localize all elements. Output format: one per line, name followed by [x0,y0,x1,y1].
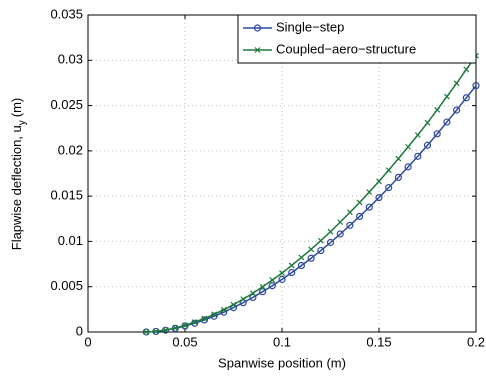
marker [336,230,344,238]
marker [317,237,324,244]
marker [220,306,227,313]
marker [288,262,295,269]
marker [326,238,335,247]
marker [308,246,315,253]
marker [405,143,412,150]
marker [259,283,266,290]
y-tick-label: 0.02 [58,142,83,157]
y-tick-label: 0.015 [50,188,83,203]
marker [346,221,354,229]
marker [385,167,392,174]
x-tick-label: 0 [84,334,91,349]
marker [298,254,305,261]
marker [414,132,421,138]
marker [365,203,373,211]
marker [414,152,422,160]
marker [433,130,441,138]
marker [375,193,383,202]
marker [249,293,257,302]
marker [268,282,276,290]
marker [152,328,159,335]
y-tick-label: 0.03 [58,52,83,67]
marker [288,268,296,277]
marker [279,270,285,276]
x-tick-label: 0.15 [366,334,391,349]
y-axis-label: Flapwise deflection, uy(m) [9,98,27,251]
marker [191,319,198,326]
y-tick-label: 0 [76,323,83,338]
legend-label: Coupled−aero−structure [276,41,416,56]
marker [463,66,470,73]
marker [443,93,450,100]
marker [394,173,402,181]
x-axis-label: Spanwise position (m) [218,355,346,370]
marker [211,311,218,318]
marker [317,246,325,255]
marker [462,94,470,102]
marker [423,141,432,149]
y-tick-label: 0.035 [50,6,83,21]
marker [356,199,363,206]
marker [337,219,344,226]
marker [346,209,353,216]
x-tick-label: 0.1 [273,334,291,349]
marker [307,254,315,262]
legend-label: Single−step [276,19,344,34]
marker [453,106,461,114]
marker [259,288,267,296]
marker [404,163,412,171]
y-tick-label: 0.005 [50,278,83,293]
marker [472,82,480,90]
marker [230,301,237,308]
legend: Single−step Coupled−aero−structure [237,14,477,64]
marker [162,327,169,333]
marker [376,178,382,185]
marker [240,296,247,303]
marker [201,315,208,322]
x-tick-label: 0.05 [172,334,197,349]
marker [254,47,261,53]
marker [269,277,276,284]
x-tick-label: 0.2 [467,334,485,349]
marker [182,322,188,329]
legend-box [237,14,477,64]
marker [453,80,460,87]
marker [297,261,305,270]
marker [424,119,431,126]
marker [356,212,364,221]
y-tick-label: 0.01 [58,233,83,248]
marker [327,228,334,235]
marker [434,106,441,113]
marker [249,290,256,297]
marker [395,155,402,162]
marker [143,329,150,335]
marker [172,324,179,331]
marker [253,24,262,32]
marker [443,118,451,126]
marker [278,275,286,283]
marker [385,184,393,192]
y-tick-label: 0.025 [50,97,83,112]
marker [366,189,373,195]
